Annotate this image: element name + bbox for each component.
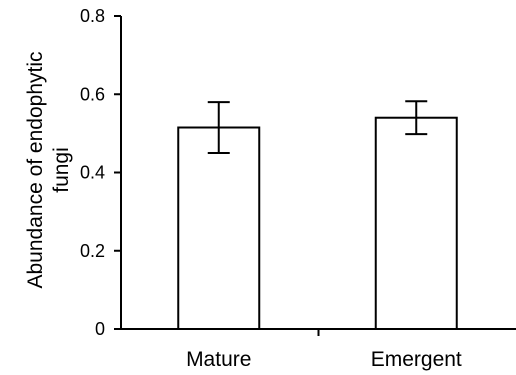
y-tick-label: 0 (95, 319, 105, 339)
y-axis-ticks: 0 0.2 0.4 0.6 0.8 (80, 6, 122, 339)
bars-layer (177, 100, 458, 330)
bar-mature (177, 126, 261, 330)
y-tick-label: 0.2 (80, 241, 105, 261)
x-category-label-mature: Mature (186, 348, 251, 371)
y-axis-title-line-1: Abundance of endophytic (24, 51, 47, 288)
y-axis-title: Abundance of endophytic fungi (24, 51, 73, 288)
y-axis-title-line-2: fungi (50, 147, 73, 193)
bar-emergent (374, 116, 458, 330)
y-tick-label: 0.6 (80, 84, 105, 104)
y-tick-label: 0.8 (80, 6, 105, 26)
x-axis-labels: Mature Emergent (186, 348, 462, 371)
x-category-label-emergent: Emergent (371, 348, 462, 371)
y-tick-label: 0.4 (80, 163, 105, 183)
x-axis (121, 328, 516, 336)
